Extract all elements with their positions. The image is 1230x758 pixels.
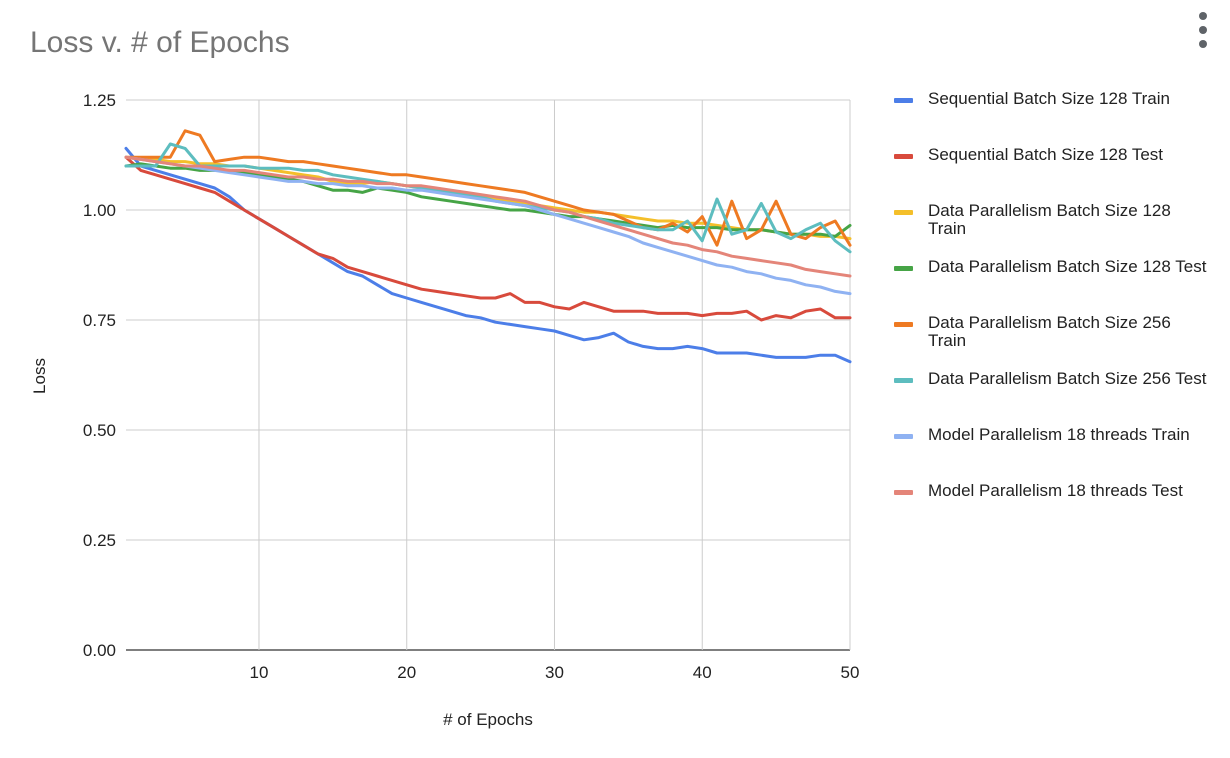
y-tick-label: 1.25 xyxy=(83,91,116,110)
legend-label: Sequential Batch Size 128 Train xyxy=(928,89,1170,108)
x-tick-label: 50 xyxy=(841,663,860,682)
more-options-icon[interactable] xyxy=(1192,8,1214,52)
legend-swatch xyxy=(894,322,913,327)
y-tick-label: 1.00 xyxy=(83,201,116,220)
legend-swatch xyxy=(894,434,913,439)
legend-item[interactable]: Data Parallelism Batch Size 256 Train xyxy=(894,314,1214,370)
x-tick-label: 20 xyxy=(397,663,416,682)
menu-dot xyxy=(1199,26,1207,34)
legend-label: Data Parallelism Batch Size 256 Train xyxy=(928,313,1171,350)
menu-dot xyxy=(1199,12,1207,20)
y-tick-label: 0.00 xyxy=(83,641,116,660)
legend-swatch xyxy=(894,210,913,215)
legend-label: Data Parallelism Batch Size 128 Train xyxy=(928,201,1171,238)
legend-label: Sequential Batch Size 128 Test xyxy=(928,145,1164,164)
legend-swatch xyxy=(894,490,913,495)
chart-title: Loss v. # of Epochs xyxy=(30,26,290,59)
y-tick-label: 0.25 xyxy=(83,531,116,550)
series-line-5[interactable] xyxy=(124,129,852,247)
y-axis-label: Loss xyxy=(30,358,49,394)
legend-swatch xyxy=(894,266,913,271)
legend-item[interactable]: Sequential Batch Size 128 Test xyxy=(894,146,1214,202)
legend-item[interactable]: Data Parallelism Batch Size 128 Test xyxy=(894,258,1214,314)
legend: Sequential Batch Size 128 Train Sequentia… xyxy=(894,90,1214,538)
series-line-7[interactable] xyxy=(124,155,852,296)
x-tick-label: 30 xyxy=(545,663,564,682)
gridlines xyxy=(126,99,851,651)
legend-label: Data Parallelism Batch Size 128 Test xyxy=(928,257,1207,276)
x-tick-label: 10 xyxy=(250,663,269,682)
tick-labels: 0.00 0.25 0.50 0.75 1.00 1.25 10 20 30 40 50 xyxy=(83,91,860,682)
legend-swatch xyxy=(894,98,913,103)
legend-item[interactable]: Sequential Batch Size 128 Train xyxy=(894,90,1214,146)
y-tick-label: 0.75 xyxy=(83,311,116,330)
series-lines xyxy=(124,129,852,364)
legend-item[interactable]: Data Parallelism Batch Size 256 Test xyxy=(894,370,1214,426)
legend-item[interactable]: Model Parallelism 18 threads Train xyxy=(894,426,1214,482)
legend-swatch xyxy=(894,378,913,383)
series-line-1[interactable] xyxy=(124,146,852,364)
legend-label: Data Parallelism Batch Size 256 Test xyxy=(928,369,1207,388)
legend-swatch xyxy=(894,154,913,159)
legend-item[interactable]: Data Parallelism Batch Size 128 Train xyxy=(894,202,1214,258)
y-tick-label: 0.50 xyxy=(83,421,116,440)
legend-label: Model Parallelism 18 threads Test xyxy=(928,481,1183,500)
series-line-8[interactable] xyxy=(124,155,852,278)
series-line-6[interactable] xyxy=(124,142,852,254)
legend-item[interactable]: Model Parallelism 18 threads Test xyxy=(894,482,1214,538)
series-line-2[interactable] xyxy=(124,155,852,322)
x-tick-label: 40 xyxy=(693,663,712,682)
legend-label: Model Parallelism 18 threads Train xyxy=(928,425,1190,444)
menu-dot xyxy=(1199,40,1207,48)
x-axis-label: # of Epochs xyxy=(443,710,533,729)
